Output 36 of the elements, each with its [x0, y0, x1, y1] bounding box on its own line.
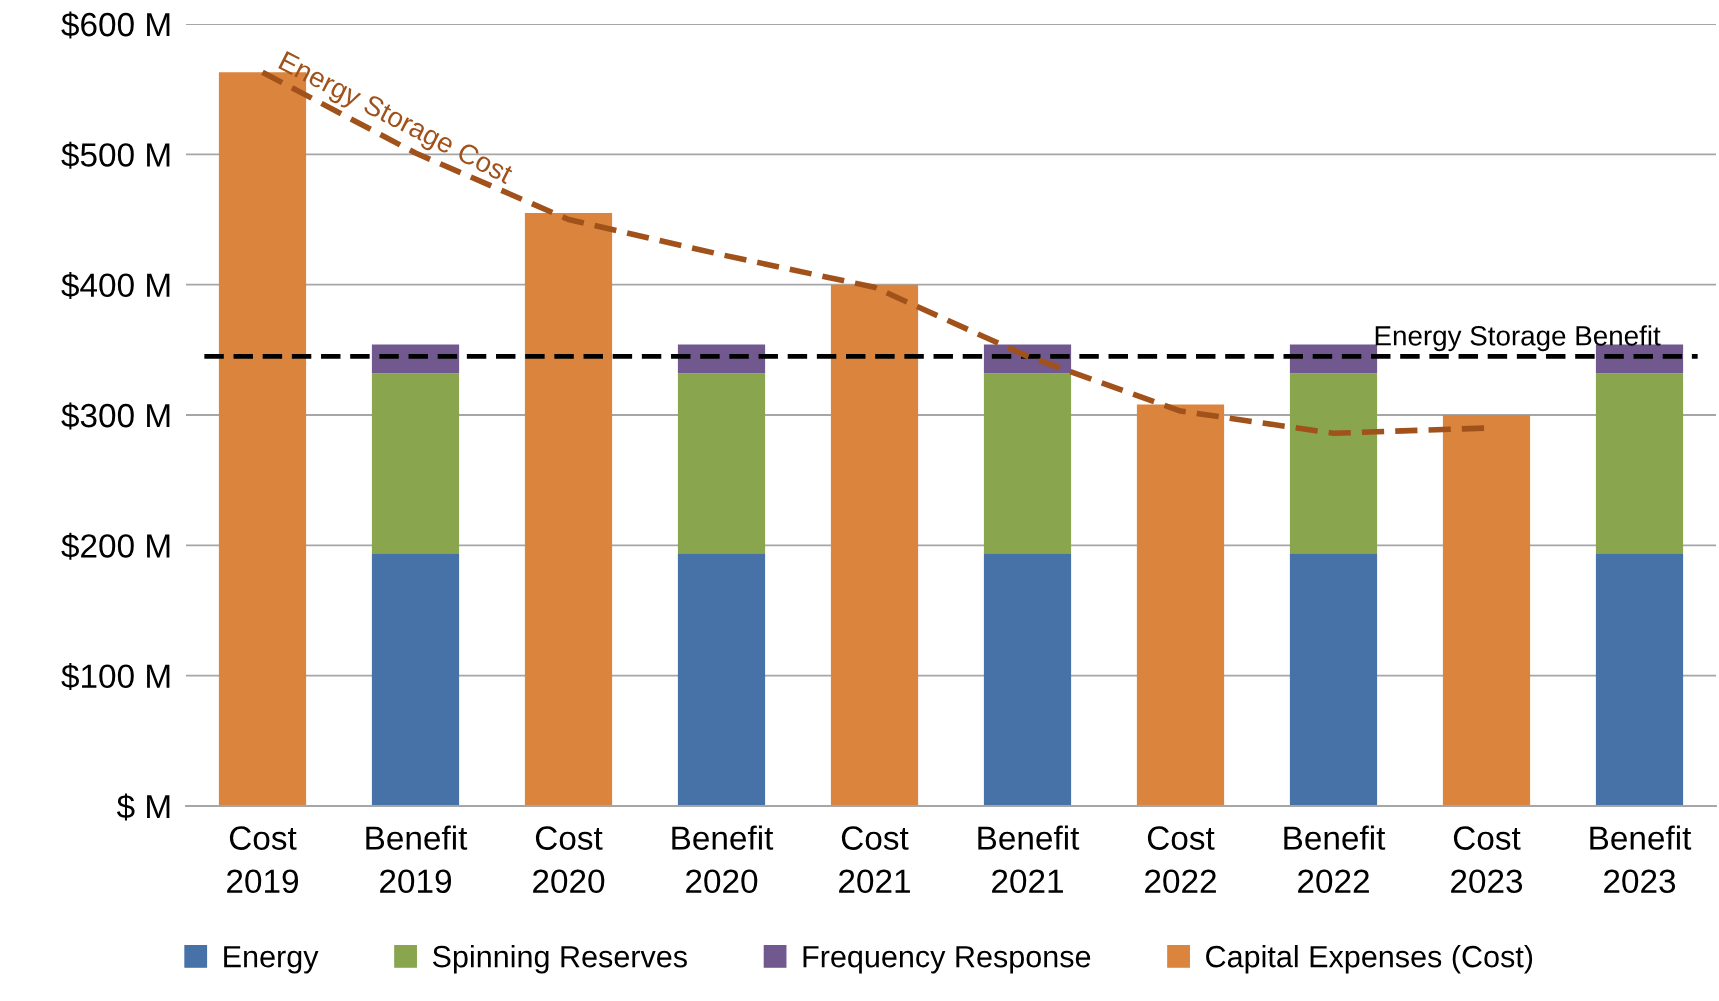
- bar: [1595, 373, 1684, 554]
- y-tick-label: $300 M: [61, 402, 170, 430]
- bar: [371, 373, 460, 554]
- legend-label: Spinning Reserves: [432, 945, 687, 974]
- x-tick-label: Benefit 2019: [366, 825, 468, 894]
- y-tick-label: $500 M: [61, 141, 170, 169]
- x-tick-label: Cost 2022: [1145, 826, 1216, 894]
- x-tick-label: Cost 2021: [839, 826, 910, 894]
- legend-label: Frequency Response: [803, 946, 1091, 974]
- bar: [983, 553, 1072, 806]
- y-tick-label: $ M: [116, 793, 170, 821]
- bar: [1289, 553, 1378, 806]
- bar: [1442, 415, 1531, 806]
- bar: [830, 284, 919, 806]
- x-tick-label: Benefit 2021: [978, 825, 1080, 894]
- x-tick-label: Benefit 2020: [672, 825, 774, 894]
- legend-label: Capital Expenses (Cost): [1206, 945, 1533, 974]
- x-tick-label: Cost 2019: [227, 826, 298, 894]
- x-tick-label: Benefit 2023: [1590, 825, 1692, 894]
- x-tick-label: Cost 2023: [1451, 826, 1523, 894]
- ref-line-label: Energy Storage Benefit: [1375, 325, 1661, 352]
- y-tick-label: $100 M: [61, 663, 170, 691]
- bar: [677, 373, 766, 554]
- bar: [1289, 373, 1378, 554]
- bar: [677, 553, 766, 806]
- bar: [1136, 404, 1225, 806]
- bar: [371, 553, 460, 806]
- bar: [1595, 553, 1684, 806]
- y-tick-label: $400 M: [61, 272, 170, 300]
- bar: [524, 212, 613, 806]
- x-tick-label: Cost 2020: [533, 826, 605, 894]
- y-tick-label: $600 M: [61, 11, 170, 39]
- x-tick-label: Benefit 2022: [1284, 825, 1386, 894]
- bar: [983, 373, 1072, 554]
- y-tick-label: $200 M: [61, 532, 170, 560]
- legend-label: Energy: [224, 946, 319, 974]
